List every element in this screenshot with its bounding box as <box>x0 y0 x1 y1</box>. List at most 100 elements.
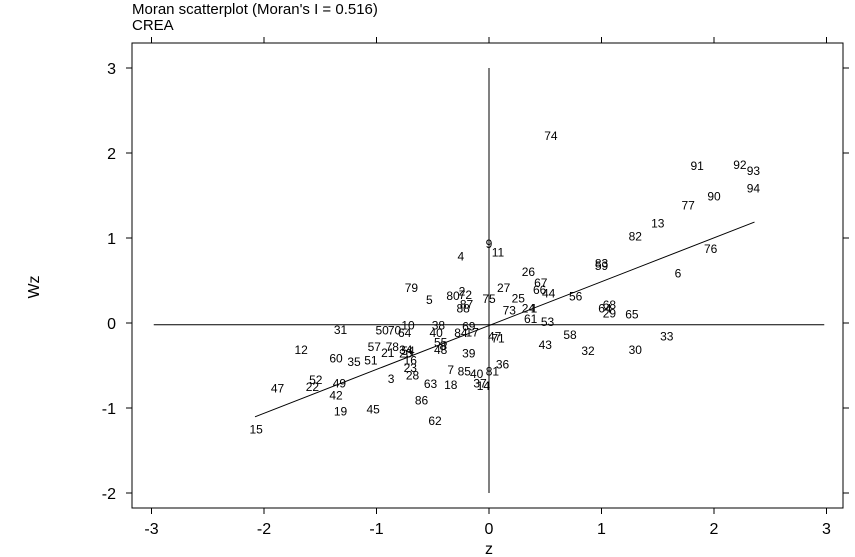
point-label: 37 <box>473 376 487 390</box>
point-label: 88 <box>456 302 470 316</box>
point-label: 32 <box>581 344 595 358</box>
point-label: 44 <box>542 286 556 300</box>
y-tick-label: -2 <box>102 486 116 503</box>
point-label: 15 <box>249 422 263 436</box>
point-label: 48 <box>434 343 448 357</box>
point-label: 12 <box>294 343 308 357</box>
y-tick-label: -1 <box>102 401 116 418</box>
x-tick-label: -2 <box>257 521 271 538</box>
point-label: 62 <box>428 414 442 428</box>
x-tick-label: 3 <box>822 521 831 538</box>
point-label: 52 <box>309 373 323 387</box>
point-label: 21 <box>381 346 395 360</box>
point-label: 55 <box>434 336 448 350</box>
x-tick-labels: -3 -2 -1 0 1 2 3 <box>144 521 831 538</box>
point-label: 49 <box>333 376 347 390</box>
point-label: 75 <box>482 292 496 306</box>
point-label: 92 <box>733 158 747 172</box>
point-label: 43 <box>539 338 553 352</box>
point-label: 70 <box>388 324 402 338</box>
point-label: 38 <box>432 319 446 333</box>
point-label: 40 <box>429 326 443 340</box>
y-tick-label: 0 <box>107 316 116 333</box>
point-label: 57 <box>368 340 382 354</box>
x-tick-label: 1 <box>597 521 606 538</box>
chart-title: Moran scatterplot (Moran's I = 0.516) <box>132 1 378 18</box>
point-label: 27 <box>497 281 511 295</box>
point-label: 34 <box>399 343 413 357</box>
point-label: 13 <box>651 217 665 231</box>
point-label: 73 <box>503 303 517 317</box>
point-label: 58 <box>563 328 577 342</box>
point-label: 31 <box>334 323 348 337</box>
x-axis-label: z <box>485 541 493 557</box>
axis-ticks <box>126 37 849 514</box>
point-label: 53 <box>541 315 555 329</box>
point-label: 16 <box>404 353 418 367</box>
point-label: 20 <box>399 347 413 361</box>
point-label: 94 <box>747 182 761 196</box>
point-label: 54 <box>401 344 415 358</box>
point-label: 24 <box>522 302 536 316</box>
point-label: 23 <box>404 361 418 375</box>
plot-frame <box>131 42 844 509</box>
point-label: 10 <box>401 319 415 333</box>
point-label: 28 <box>406 369 420 383</box>
point-label: 4 <box>458 250 465 264</box>
point-label: 76 <box>704 242 718 256</box>
point-label: 91 <box>690 159 704 173</box>
y-tick-label: 1 <box>107 231 116 248</box>
point-label: 17 <box>465 325 479 339</box>
point-label: 68 <box>603 298 617 312</box>
point-label: 14 <box>477 379 491 393</box>
point-label: 87 <box>460 297 474 311</box>
point-label: 22 <box>306 380 320 394</box>
point-label: 74 <box>544 129 558 143</box>
point-label: 47 <box>271 381 285 395</box>
regression-line <box>254 221 755 418</box>
point-label: 25 <box>512 291 526 305</box>
point-label: 1 <box>531 302 538 316</box>
x-tick-label: 0 <box>485 521 494 538</box>
point-label: 77 <box>681 199 695 213</box>
x-tick-label: 2 <box>710 521 719 538</box>
point-label: 90 <box>707 189 721 203</box>
point-label: 33 <box>660 330 674 344</box>
point-label: 51 <box>364 353 378 367</box>
point-label: 2 <box>459 285 466 299</box>
point-label: 45 <box>366 403 380 417</box>
point-label: 65 <box>625 308 639 322</box>
point-label: 3 <box>388 372 395 386</box>
point-label: 60 <box>329 352 343 366</box>
point-label: 42 <box>329 388 343 402</box>
point-label: 82 <box>629 229 643 243</box>
point-label: 81 <box>486 364 500 378</box>
point-label: 36 <box>496 358 510 372</box>
point-label: 11 <box>492 245 505 259</box>
point-label: 39 <box>462 347 476 361</box>
point-label: 66 <box>533 283 547 297</box>
point-label: 18 <box>444 378 458 392</box>
point-label: 69 <box>462 319 476 333</box>
point-label: 63 <box>424 377 438 391</box>
y-tick-label: 3 <box>107 61 116 78</box>
point-label: 9 <box>486 237 493 251</box>
point-label: 64 <box>598 302 612 316</box>
point-label: 29 <box>603 307 617 321</box>
point-label: 19 <box>334 404 348 418</box>
point-label: 47 <box>488 330 502 344</box>
point-label: 50 <box>375 324 389 338</box>
y-tick-labels: -2 -1 0 1 2 3 <box>102 61 116 503</box>
point-label: 6 <box>675 267 682 281</box>
point-label: 59 <box>595 259 609 273</box>
point-label: 78 <box>386 340 400 354</box>
point-label: 35 <box>347 355 361 369</box>
point-label: 56 <box>569 290 583 304</box>
point-label: 30 <box>629 343 643 357</box>
point-label: 80 <box>446 289 460 303</box>
point-label: 8 <box>440 339 447 353</box>
point-label: 71 <box>491 331 505 345</box>
point-label: 83 <box>595 257 609 271</box>
point-label: 7 <box>447 363 454 377</box>
